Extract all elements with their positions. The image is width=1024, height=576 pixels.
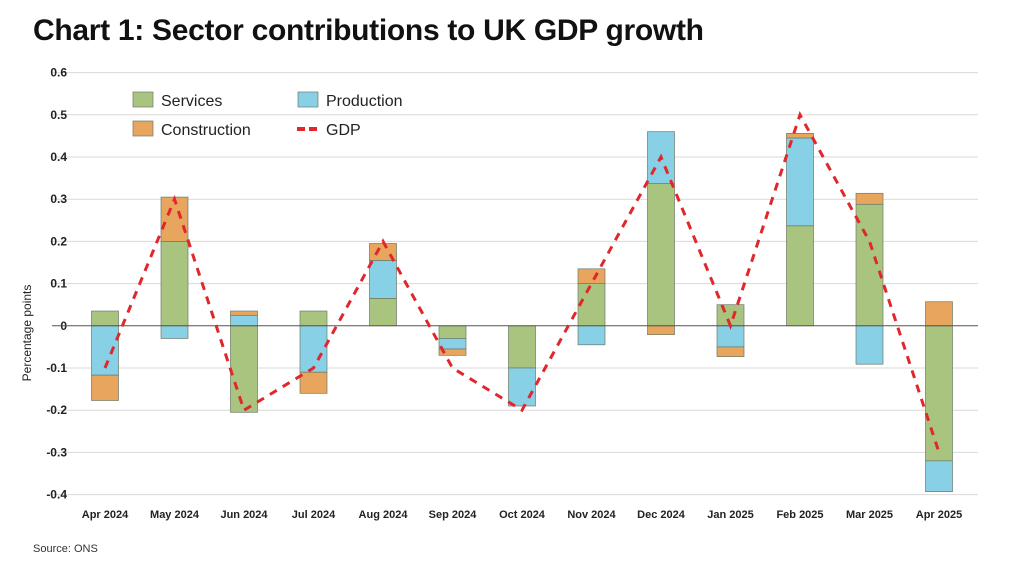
y-tick-label: 0.1 [50,277,67,291]
bar-construction [577,268,606,284]
bar-production [508,367,536,407]
bar-services [786,225,814,327]
bar-construction [786,133,814,139]
chart-title: Chart 1: Sector contributions to UK GDP … [33,14,704,47]
legend-label-services: Services [161,93,222,110]
y-axis-label: Percentage points [20,285,34,382]
bar-construction [299,371,328,394]
bar-services [577,283,606,327]
y-tick-label: -0.4 [46,488,67,502]
bar-services [925,325,953,462]
y-tick-label: 0.4 [50,150,67,164]
y-tick-label: -0.1 [46,361,67,375]
x-tick-label: Mar 2025 [846,509,893,521]
bar-production [369,260,397,299]
bar-construction [91,374,119,401]
bar-services [508,325,536,369]
bar-construction [925,301,953,327]
source-note: Source: ONS [33,543,98,555]
bar-construction [438,348,467,356]
legend-swatch-production [297,91,319,108]
y-tick-label: -0.3 [46,445,67,459]
bar-production [160,325,189,339]
bar-production [786,137,814,227]
x-tick-label: Nov 2024 [567,509,616,521]
bar-services [855,203,884,327]
y-tick-label: 0.3 [50,192,67,206]
legend-swatch-services [132,91,154,108]
bar-services [230,325,258,413]
bar-services [438,325,467,339]
bar-production [577,325,606,346]
bar-construction [230,310,258,316]
bar-production [438,338,467,350]
x-tick-label: Apr 2024 [82,509,129,521]
bar-construction [716,346,745,357]
legend-label-construction: Construction [161,122,251,139]
bar-production [299,325,328,373]
y-tick-label: 0.5 [50,108,67,122]
y-tick-label: 0.2 [50,234,67,248]
x-tick-label: Apr 2025 [916,509,962,521]
bar-construction [855,192,884,205]
bar-services [160,241,189,327]
x-tick-label: Aug 2024 [359,509,409,521]
legend-swatch-construction [132,120,154,137]
legend-label-production: Production [326,93,403,110]
bar-construction [647,325,675,336]
legend-label-gdp: GDP [326,122,361,139]
bar-services [299,310,328,327]
y-tick-label: -0.2 [46,403,67,417]
x-tick-label: Oct 2024 [499,509,546,521]
x-tick-label: Jun 2024 [220,509,268,521]
bar-services [647,183,675,327]
x-tick-label: May 2024 [150,509,200,521]
x-tick-label: Jan 2025 [707,509,753,521]
bar-production [230,314,258,327]
x-tick-label: Jul 2024 [292,509,336,521]
bar-production [925,460,953,492]
x-tick-label: Sep 2024 [429,509,478,521]
bar-services [369,298,397,327]
bar-production [855,325,884,365]
y-tick-label: 0.6 [50,66,67,80]
x-tick-label: Dec 2024 [637,509,686,521]
x-tick-label: Feb 2025 [776,509,823,521]
bar-services [91,310,119,327]
